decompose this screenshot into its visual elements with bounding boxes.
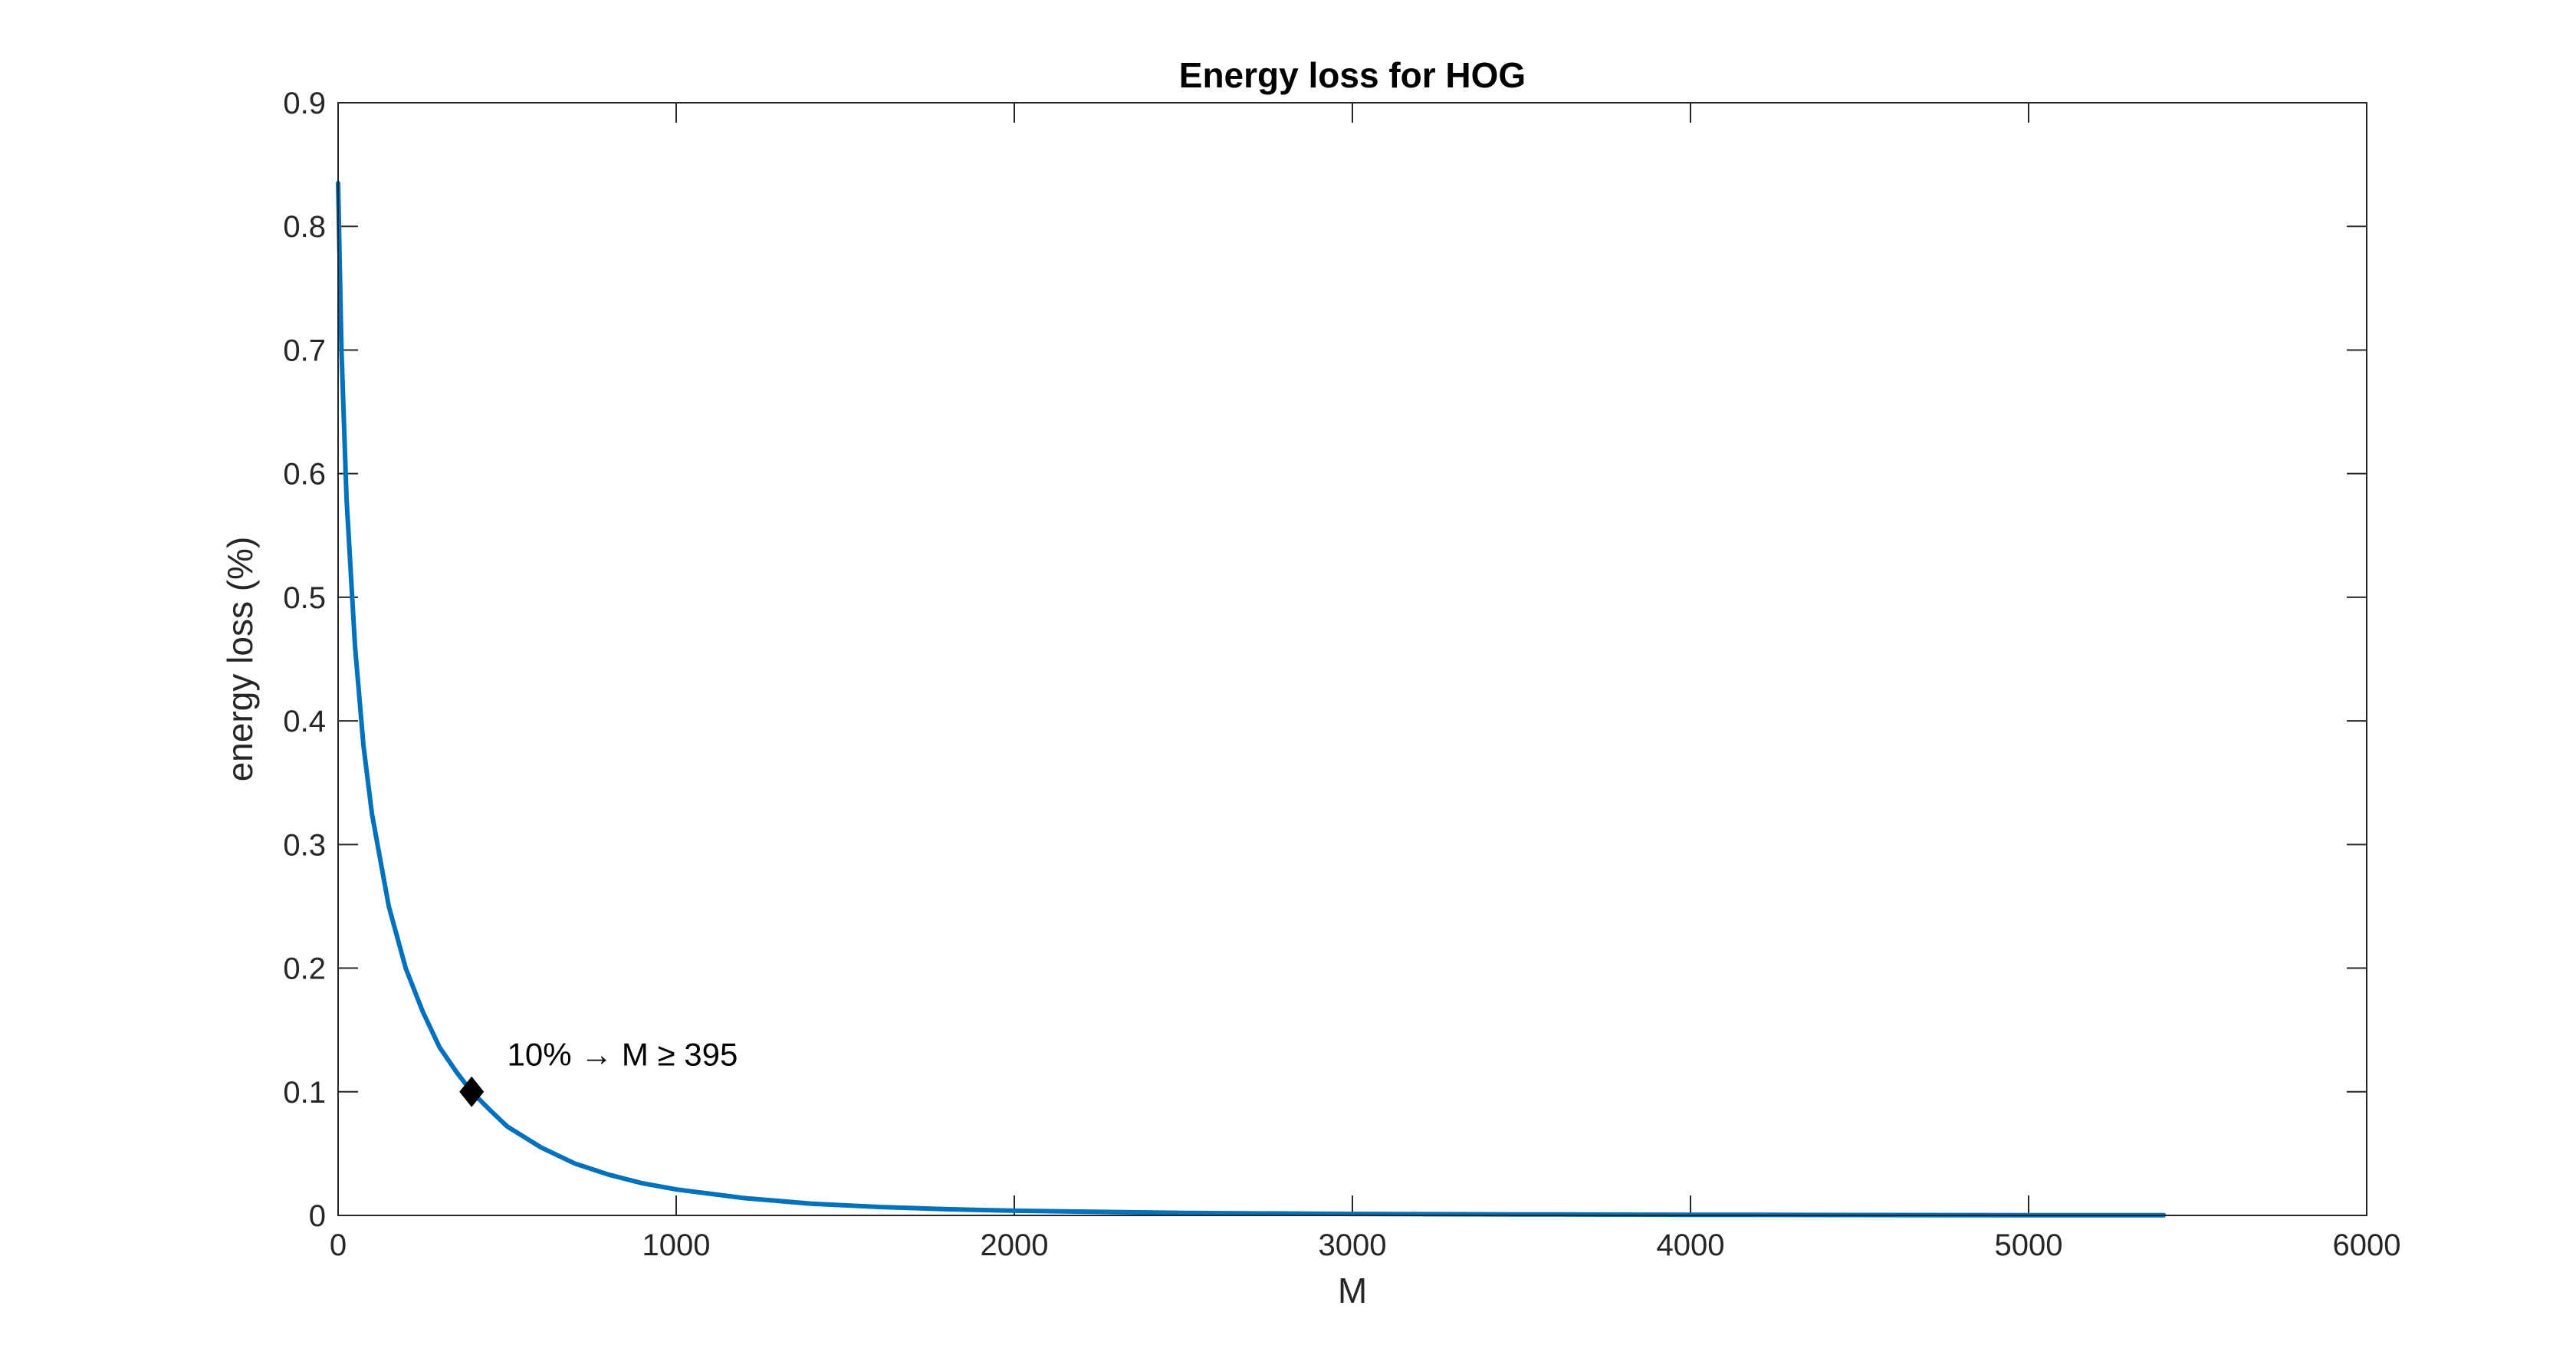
y-axis-label: energy loss (%) bbox=[220, 537, 260, 782]
y-tick-label: 0.9 bbox=[283, 87, 326, 120]
x-tick-label: 2000 bbox=[981, 1228, 1049, 1262]
y-tick-label: 0.6 bbox=[283, 458, 326, 492]
tick-labels: 0 1000 2000 3000 4000 5000 6000 0 0.1 0.2 0.3 0.4 0.… bbox=[283, 87, 2400, 1262]
x-tick-label: 5000 bbox=[1995, 1228, 2063, 1262]
axes-box bbox=[337, 102, 2367, 1216]
y-tick-label: 0.2 bbox=[283, 952, 326, 986]
y-tick-label: 0.1 bbox=[283, 1076, 326, 1110]
x-axis-label: M bbox=[1338, 1271, 1367, 1310]
x-tick-label: 0 bbox=[330, 1228, 347, 1262]
y-tick-label: 0 bbox=[309, 1199, 326, 1233]
x-tick-label: 4000 bbox=[1657, 1228, 1725, 1262]
x-tick-label: 1000 bbox=[642, 1228, 711, 1262]
y-tick-label: 0.7 bbox=[283, 334, 326, 367]
series-line-energy-loss bbox=[336, 180, 2167, 1218]
chart-title: Energy loss for HOG bbox=[1179, 55, 1526, 95]
x-tick-label: 3000 bbox=[1319, 1228, 1387, 1262]
threshold-marker bbox=[459, 1076, 485, 1107]
threshold-annotation: 10% → M ≥ 395 bbox=[508, 1036, 738, 1072]
y-tick-label: 0.8 bbox=[283, 210, 326, 244]
y-tick-label: 0.4 bbox=[283, 705, 326, 738]
y-tick-label: 0.5 bbox=[283, 581, 326, 615]
x-tick-label: 6000 bbox=[2333, 1228, 2401, 1262]
plot-area bbox=[338, 103, 2367, 1215]
y-tick-label: 0.3 bbox=[283, 828, 326, 862]
